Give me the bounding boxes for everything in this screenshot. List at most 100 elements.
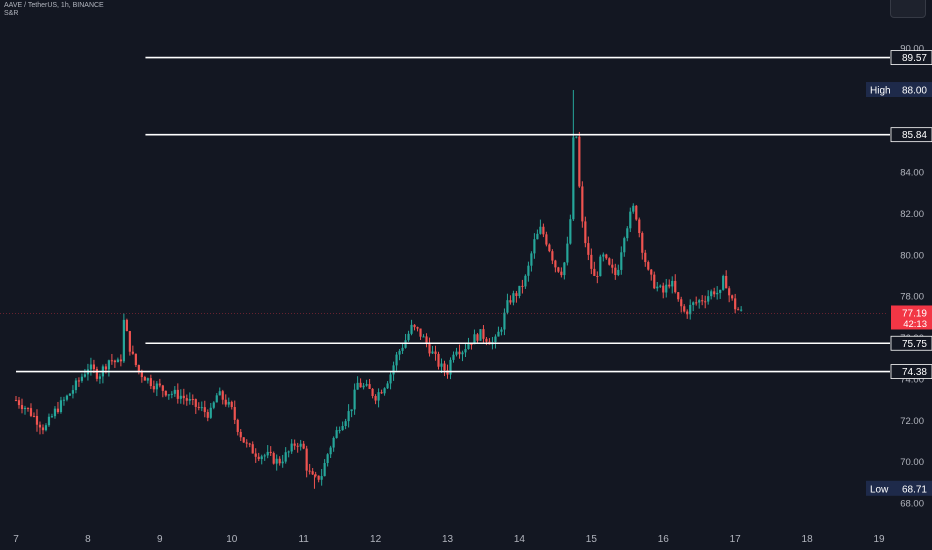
candle-body <box>92 364 96 370</box>
candle-body <box>476 334 479 341</box>
candle-body <box>455 351 458 355</box>
candle-body <box>191 399 194 401</box>
candle-body <box>284 452 287 462</box>
candle-body <box>734 298 737 310</box>
x-tick-label: 16 <box>658 534 670 545</box>
candle-body <box>98 376 102 379</box>
x-tick-label: 9 <box>157 534 163 545</box>
candle-body <box>683 306 686 312</box>
candle-body <box>338 430 341 432</box>
candle-body <box>701 300 704 302</box>
candle-body <box>290 443 293 452</box>
y-tick-label: 72.00 <box>900 416 924 427</box>
candle-body <box>140 371 143 378</box>
candle-body <box>560 271 563 276</box>
candle-body <box>143 377 146 381</box>
candle-body <box>239 431 242 438</box>
y-tick-label: 84.00 <box>900 168 924 179</box>
candle-body <box>728 288 731 296</box>
candle-body <box>53 408 57 417</box>
price-axis[interactable]: 68.0070.0072.0074.0076.0078.0080.0082.00… <box>900 44 924 510</box>
time-axis[interactable]: 7 8 9 10 11 12 13 14 15 16 17 18 19 <box>13 534 885 545</box>
candle-body <box>635 205 638 220</box>
candle-body <box>344 421 347 427</box>
candle-body <box>317 475 320 480</box>
high-tag <box>866 82 932 98</box>
candle-body <box>680 299 683 307</box>
candle-body <box>584 221 587 244</box>
candle-body <box>725 275 728 289</box>
level-price-tag <box>890 364 932 379</box>
y-tick-label: 90.00 <box>900 44 924 55</box>
candle-body <box>671 280 674 287</box>
candle-body <box>377 392 380 401</box>
candle-body <box>389 374 392 384</box>
level-price-label: 85.84 <box>902 130 927 141</box>
candle-body <box>515 293 518 296</box>
candle-body <box>128 331 131 352</box>
candle-body <box>539 226 542 234</box>
candle-body <box>614 267 617 275</box>
candle-body <box>56 408 60 413</box>
y-tick-label: 80.00 <box>900 250 924 261</box>
level-price-tag <box>890 335 932 351</box>
candle-body <box>308 470 311 472</box>
candle-body <box>653 274 656 289</box>
candle-body <box>38 424 42 428</box>
candle-body <box>713 291 716 295</box>
candle-body <box>272 453 275 464</box>
x-tick-label: 8 <box>85 534 91 545</box>
candle-body <box>593 268 596 277</box>
candle-body <box>242 437 245 443</box>
candle-body <box>440 363 443 367</box>
level-price-tag <box>890 127 932 143</box>
candle-body <box>263 455 266 457</box>
candle-body <box>245 442 248 444</box>
symbol-title: AAVE / TetherUS, 1h, BINANCE <box>4 2 104 9</box>
candle-body <box>59 400 63 413</box>
candle-body <box>674 280 677 293</box>
last-price-value: 77.19 <box>902 308 927 319</box>
candle-body <box>104 366 107 370</box>
candle-body <box>482 329 485 339</box>
candle-body <box>467 343 470 350</box>
candle-body <box>554 260 557 268</box>
candle-body <box>566 243 569 263</box>
candle-body <box>533 239 536 254</box>
candle-body <box>215 395 218 403</box>
candle-body <box>278 458 281 464</box>
candle-body <box>260 456 263 460</box>
candle-body <box>374 396 377 401</box>
candle-body <box>362 385 365 388</box>
low-tag-value: 68.71 <box>902 484 927 495</box>
price-tags: 89.57 85.84 75.75 74.38 High 88.00 Low 68.71 77.… <box>866 50 932 496</box>
candle-body <box>461 352 464 355</box>
x-tick-label: 15 <box>586 534 598 545</box>
candle-body <box>596 276 599 278</box>
candle-body <box>161 385 164 391</box>
candle-body <box>332 437 335 448</box>
candle-body <box>347 411 350 422</box>
candle-body <box>686 311 689 315</box>
candle-body <box>650 269 653 275</box>
candle-body <box>35 416 39 425</box>
candle-body <box>446 370 449 375</box>
candle-body <box>254 453 257 457</box>
low-tag <box>866 480 932 496</box>
candle-body <box>188 399 191 401</box>
x-tick-label: 18 <box>802 534 814 545</box>
candle-body <box>698 300 701 303</box>
candle-body <box>599 256 602 277</box>
candle-body <box>110 360 113 362</box>
indicator-label[interactable]: S&R <box>4 10 19 17</box>
candle-body <box>203 407 206 413</box>
candle-body <box>452 354 455 360</box>
toolbar-button[interactable] <box>890 0 926 18</box>
candle-body <box>314 474 317 476</box>
candle-body <box>623 238 626 253</box>
candle-body <box>359 382 362 388</box>
candle-body <box>380 392 383 394</box>
candle-body <box>251 444 254 454</box>
candle-body <box>350 409 353 412</box>
